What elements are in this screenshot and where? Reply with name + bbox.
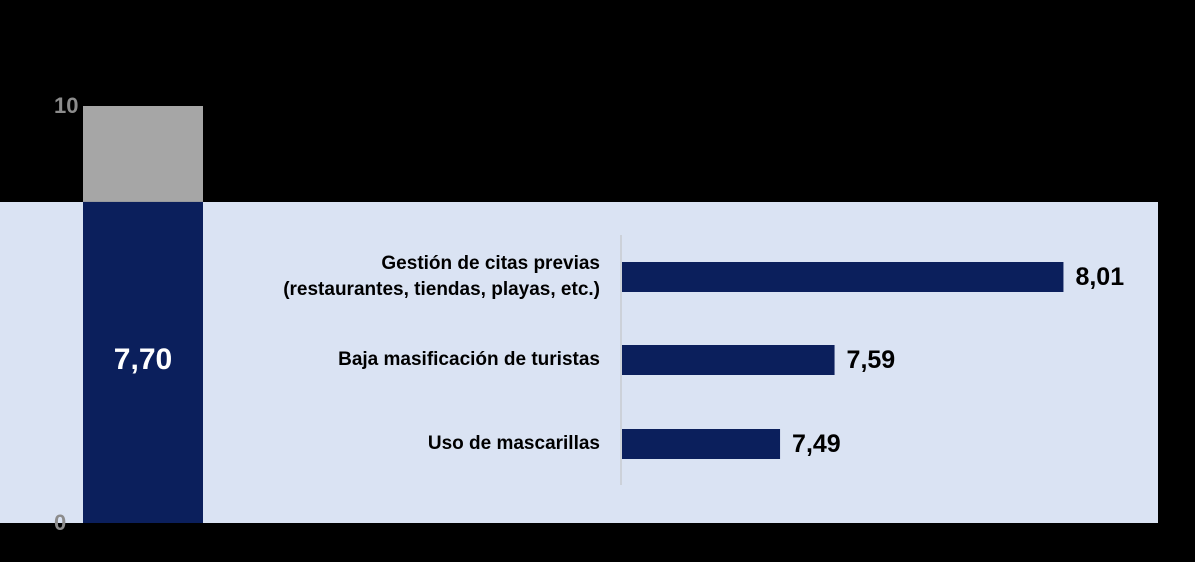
bar — [622, 345, 835, 375]
value-label: 7,59 — [846, 346, 896, 374]
y-tick-label: 10 — [54, 93, 79, 118]
category-label: Uso de mascarillas — [427, 433, 600, 454]
category-label: Baja masificación de turistas — [338, 349, 600, 370]
value-label: 7,70 — [113, 343, 173, 377]
bar — [83, 201, 203, 523]
y-tick-label: 0 — [54, 510, 67, 535]
value-label: 7,49 — [792, 430, 841, 458]
value-label: 8,01 — [1075, 263, 1125, 291]
bar — [622, 262, 1064, 292]
bar — [622, 429, 781, 459]
category-label: Gestión de citas previas (restaurantes, … — [283, 253, 600, 300]
